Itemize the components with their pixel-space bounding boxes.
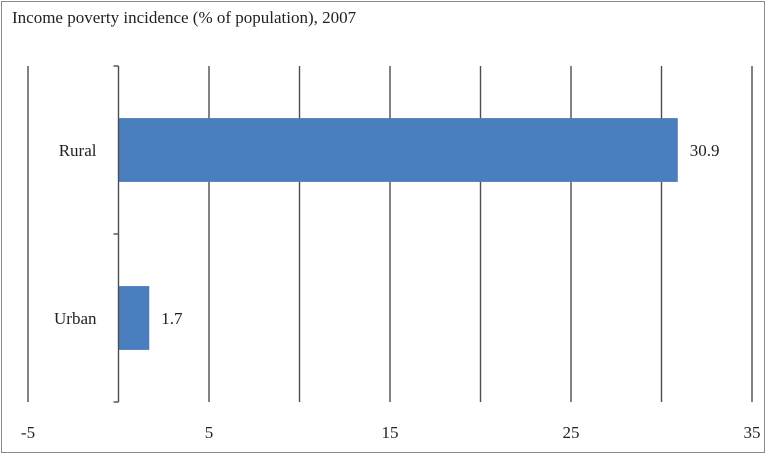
bar-urban: [118, 286, 150, 350]
x-tick-label: -5: [21, 423, 35, 442]
x-tick-label: 25: [563, 423, 580, 442]
category-label-rural: Rural: [59, 141, 97, 160]
x-tick-labels: -5 5 15 25 35: [21, 423, 761, 442]
bar-rural: [118, 118, 678, 182]
category-labels: Rural Urban: [54, 141, 97, 328]
data-labels: 30.9 1.7: [161, 141, 719, 328]
chart-title: Income poverty incidence (% of populatio…: [12, 8, 357, 27]
gridlines: [27, 66, 753, 402]
data-label-urban: 1.7: [161, 309, 183, 328]
category-axis: [113, 65, 120, 403]
x-tick-label: 15: [382, 423, 399, 442]
x-tick-label: 5: [205, 423, 214, 442]
x-tick-label: 35: [744, 423, 761, 442]
bars: [118, 118, 678, 350]
category-label-urban: Urban: [54, 309, 97, 328]
data-label-rural: 30.9: [690, 141, 720, 160]
